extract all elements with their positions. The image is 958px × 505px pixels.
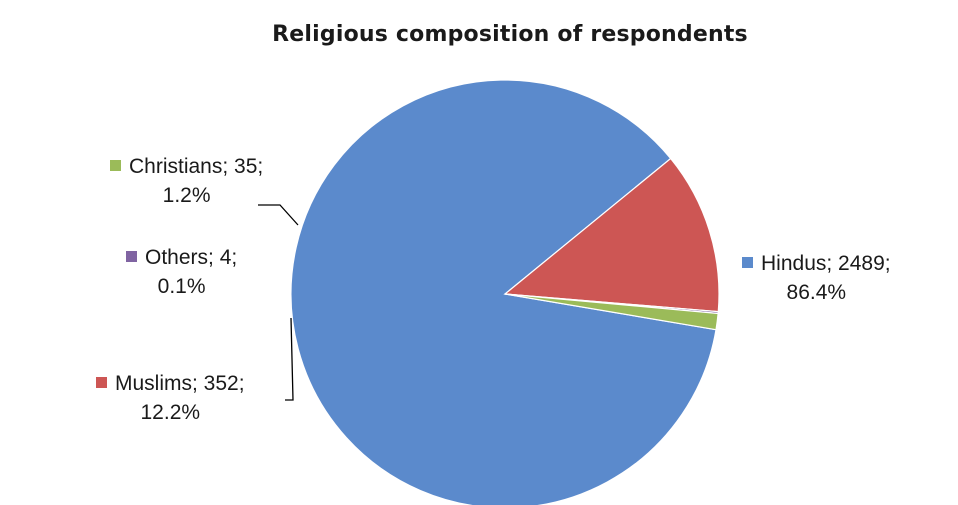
- data-label-others: Others; 4; 0.1%: [126, 243, 237, 301]
- pie-slice-christians: [504, 293, 719, 331]
- slices-group: [290, 79, 720, 505]
- swatch-others: [126, 251, 137, 262]
- leader-line-christians: [258, 204, 299, 226]
- pie-slice-muslims: [503, 157, 720, 313]
- data-label-muslims: Muslims; 352; 12.2%: [96, 369, 245, 427]
- swatch-muslims: [96, 377, 107, 388]
- swatch-christians: [110, 160, 121, 171]
- data-label-christians: Christians; 35; 1.2%: [110, 152, 263, 210]
- swatch-hindus: [742, 257, 753, 268]
- leaders-group: [258, 204, 299, 401]
- chart-title: Religious composition of respondents: [272, 22, 748, 47]
- leader-line-muslims: [285, 317, 294, 401]
- pie-slice-hindus: [290, 79, 717, 505]
- data-label-hindus: Hindus; 2489; 86.4%: [742, 249, 891, 307]
